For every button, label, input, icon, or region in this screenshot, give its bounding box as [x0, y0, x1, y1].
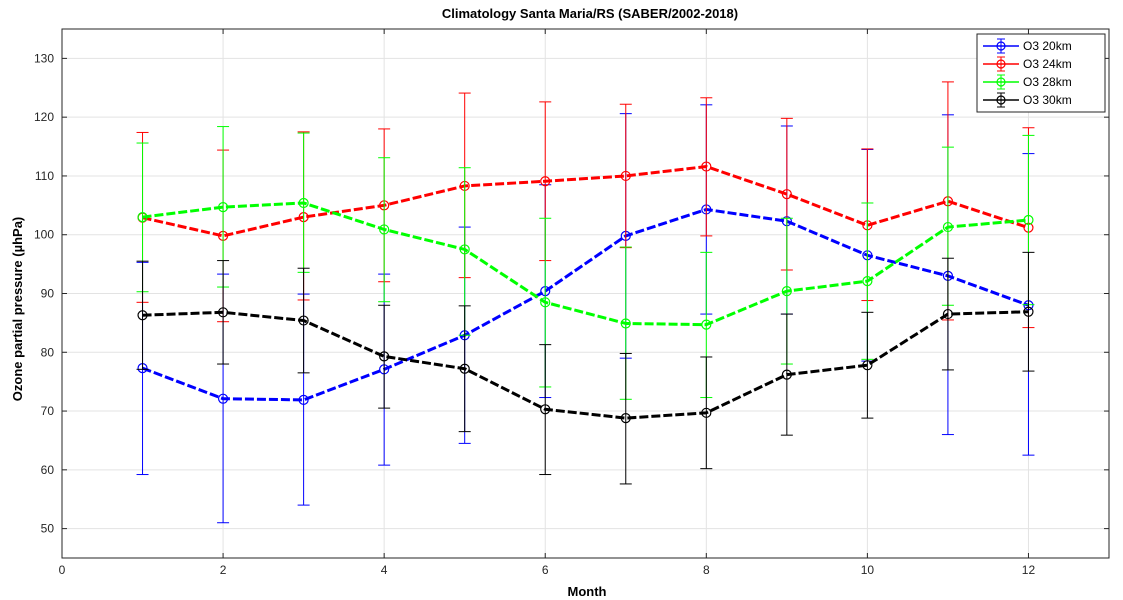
- data-point: [540, 176, 551, 187]
- data-point: [620, 170, 631, 182]
- x-tick-label: 4: [381, 563, 388, 577]
- data-point: [701, 161, 712, 172]
- data-point: [701, 407, 712, 418]
- x-tick-label: 8: [703, 563, 710, 577]
- data-point: [137, 310, 148, 321]
- data-point: [701, 319, 712, 330]
- data-point: [379, 224, 390, 235]
- y-tick-label: 100: [34, 228, 54, 242]
- legend-item: O3 24km: [983, 56, 1072, 72]
- x-axis-label: Month: [568, 584, 607, 599]
- data-point: [298, 315, 309, 326]
- data-point: [1023, 306, 1034, 317]
- data-point: [620, 413, 631, 424]
- data-point: [942, 221, 954, 233]
- legend: O3 20km O3 24km O3 28km O3 30km: [976, 33, 1106, 113]
- y-tick-label: 110: [35, 169, 54, 183]
- legend-item: O3 20km: [983, 38, 1072, 54]
- data-point: [862, 360, 873, 371]
- legend-marker: [996, 41, 1006, 51]
- y-tick-label: 130: [34, 51, 54, 65]
- y-tick-label: 60: [41, 463, 55, 477]
- legend-marker: [996, 77, 1006, 87]
- data-point: [217, 393, 229, 404]
- legend-marker: [996, 95, 1006, 105]
- data-point: [459, 363, 470, 374]
- legend-item: O3 30km: [983, 92, 1072, 108]
- data-point: [781, 369, 792, 380]
- x-tick-label: 10: [861, 563, 875, 577]
- series-line: [142, 201, 1029, 327]
- data-point: [942, 308, 954, 320]
- data-point: [379, 351, 390, 362]
- y-tick-label: 90: [41, 287, 55, 301]
- y-tick-label: 120: [34, 110, 54, 124]
- data-point: [781, 286, 792, 297]
- legend-label: O3 24km: [1023, 57, 1072, 71]
- x-tick-label: 0: [59, 563, 66, 577]
- data-point: [540, 297, 551, 308]
- data-point: [620, 318, 631, 329]
- legend-label: O3 20km: [1023, 39, 1072, 53]
- data-point: [781, 189, 792, 200]
- legend-box: [976, 33, 1106, 113]
- y-tick-label: 80: [41, 345, 55, 359]
- data-point: [459, 244, 470, 255]
- legend-marker: [996, 59, 1006, 69]
- data-point: [298, 197, 309, 209]
- x-tick-label: 12: [1022, 563, 1036, 577]
- legend-item: O3 28km: [983, 74, 1072, 90]
- data-point: [217, 201, 229, 213]
- y-tick-label: 70: [41, 404, 55, 418]
- series-line: [142, 165, 1029, 238]
- legend-label: O3 30km: [1023, 93, 1072, 107]
- x-tick-label: 6: [542, 563, 549, 577]
- data-point: [137, 211, 148, 223]
- series-line: [142, 310, 1029, 420]
- chart-title: Climatology Santa Maria/RS (SABER/2002-2…: [442, 6, 738, 21]
- legend-label: O3 28km: [1023, 75, 1072, 89]
- data-point: [298, 394, 309, 405]
- y-axis-label: Ozone partial pressure (µhPa): [10, 217, 25, 401]
- x-tick-label: 2: [220, 563, 227, 577]
- data-point: [862, 276, 873, 287]
- data-point: [1023, 214, 1034, 226]
- data-point: [540, 404, 551, 415]
- y-tick-label: 50: [41, 522, 55, 536]
- data-point: [217, 307, 229, 318]
- series-o3-30km: [136, 251, 1035, 485]
- series-line: [142, 207, 1029, 402]
